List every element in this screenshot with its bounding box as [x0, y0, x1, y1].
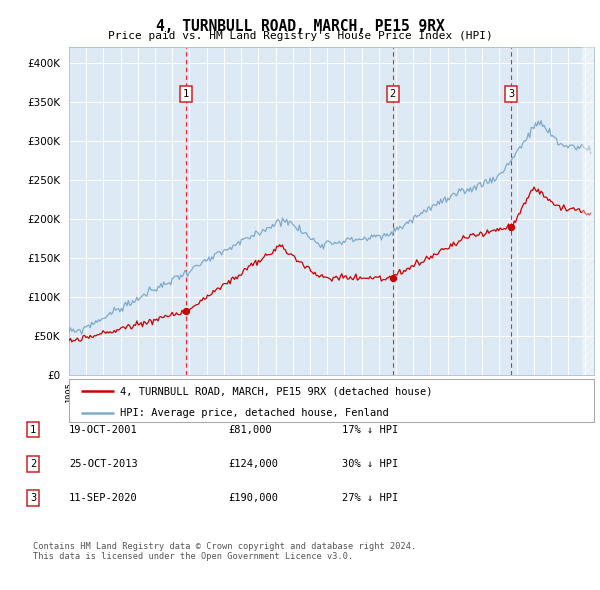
Point [506, 222, 516, 231]
Text: £190,000: £190,000 [228, 493, 278, 503]
Text: 4, TURNBULL ROAD, MARCH, PE15 9RX: 4, TURNBULL ROAD, MARCH, PE15 9RX [155, 19, 445, 34]
Text: 25-OCT-2013: 25-OCT-2013 [69, 459, 138, 468]
Text: 27% ↓ HPI: 27% ↓ HPI [342, 493, 398, 503]
FancyBboxPatch shape [69, 379, 594, 422]
Text: 2: 2 [30, 459, 36, 468]
Text: Contains HM Land Registry data © Crown copyright and database right 2024.
This d: Contains HM Land Registry data © Crown c… [33, 542, 416, 561]
Text: 3: 3 [508, 89, 515, 99]
Text: 1: 1 [183, 89, 189, 99]
Text: Price paid vs. HM Land Registry's House Price Index (HPI): Price paid vs. HM Land Registry's House … [107, 31, 493, 41]
Text: £81,000: £81,000 [228, 425, 272, 434]
Text: 11-SEP-2020: 11-SEP-2020 [69, 493, 138, 503]
Text: £124,000: £124,000 [228, 459, 278, 468]
Point [181, 307, 191, 316]
Text: 30% ↓ HPI: 30% ↓ HPI [342, 459, 398, 468]
Bar [582, 47, 594, 375]
Text: 2: 2 [389, 89, 396, 99]
Text: 3: 3 [30, 493, 36, 503]
Text: 19-OCT-2001: 19-OCT-2001 [69, 425, 138, 434]
Point [388, 273, 397, 283]
Text: 4, TURNBULL ROAD, MARCH, PE15 9RX (detached house): 4, TURNBULL ROAD, MARCH, PE15 9RX (detac… [121, 386, 433, 396]
Text: HPI: Average price, detached house, Fenland: HPI: Average price, detached house, Fenl… [121, 408, 389, 418]
Text: 17% ↓ HPI: 17% ↓ HPI [342, 425, 398, 434]
Text: 1: 1 [30, 425, 36, 434]
